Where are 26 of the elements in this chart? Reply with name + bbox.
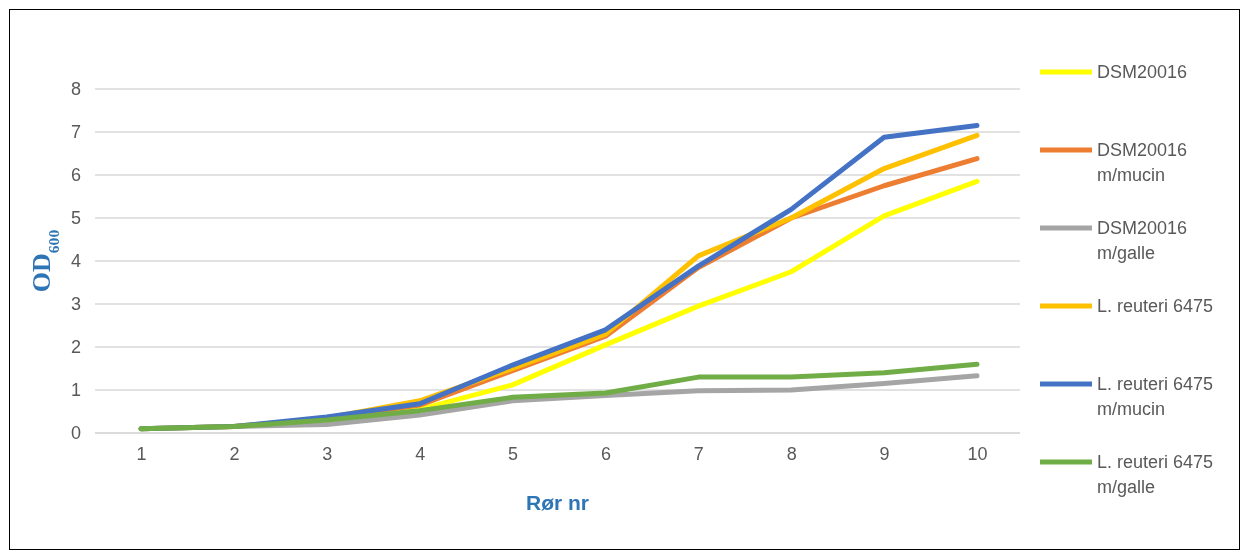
legend-label: L. reuteri 6475 m/mucin bbox=[1097, 374, 1214, 419]
y-tick-label: 1 bbox=[70, 380, 81, 401]
y-tick-label: 5 bbox=[70, 208, 81, 229]
x-tick-label: 10 bbox=[967, 443, 988, 464]
legend-label: L. reuteri 6475 m/galle bbox=[1097, 452, 1214, 497]
legend-label: DSM20016 m/mucin bbox=[1097, 140, 1188, 185]
x-tick-label: 1 bbox=[136, 443, 147, 464]
y-tick-label: 3 bbox=[70, 294, 81, 315]
x-tick-label: 2 bbox=[229, 443, 240, 464]
y-tick-label: 7 bbox=[70, 122, 81, 143]
x-tick-label: 5 bbox=[508, 443, 519, 464]
x-tick-label: 4 bbox=[415, 443, 426, 464]
legend-label: DSM20016 m/galle bbox=[1097, 218, 1188, 263]
y-tick-label: 4 bbox=[70, 251, 81, 272]
y-tick-label: 6 bbox=[70, 165, 81, 186]
x-tick-label: 7 bbox=[693, 443, 704, 464]
legend-label: DSM20016 bbox=[1097, 62, 1188, 82]
x-tick-label: 3 bbox=[322, 443, 333, 464]
y-tick-label: 2 bbox=[70, 337, 81, 358]
x-tick-label: 6 bbox=[600, 443, 611, 464]
y-tick-label: 8 bbox=[70, 79, 81, 100]
x-axis-title: Rør nr bbox=[526, 491, 589, 514]
x-tick-label: 8 bbox=[786, 443, 797, 464]
legend-label: L. reuteri 6475 bbox=[1097, 296, 1214, 316]
y-tick-label: 0 bbox=[70, 423, 81, 444]
x-tick-label: 9 bbox=[879, 443, 890, 464]
